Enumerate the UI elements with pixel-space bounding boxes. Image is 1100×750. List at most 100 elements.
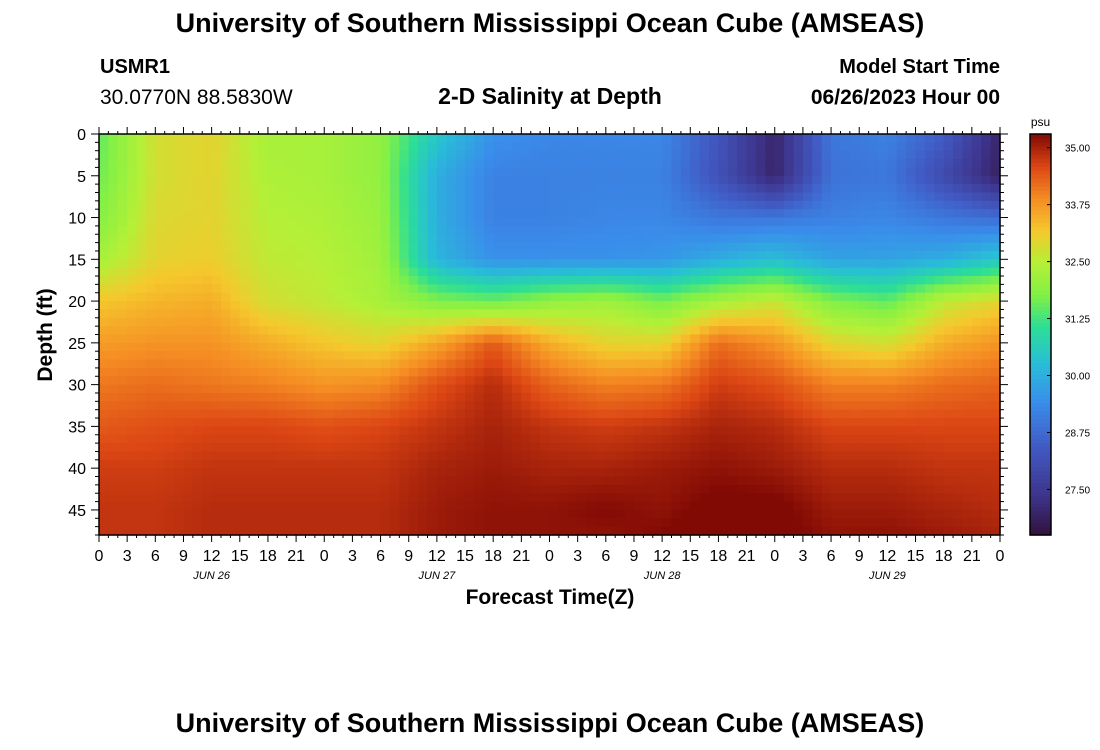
heatmap-cell [352, 476, 363, 486]
heatmap-cell [174, 401, 185, 411]
heatmap-cell [174, 225, 185, 235]
colorbar-segment [1030, 446, 1051, 452]
heatmap-cell [812, 509, 823, 519]
heatmap-cell [389, 142, 400, 152]
heatmap-cell [699, 142, 710, 152]
heatmap-cell [699, 376, 710, 386]
heatmap-cell [436, 234, 447, 244]
heatmap-cell [671, 342, 682, 352]
heatmap-cell [174, 276, 185, 285]
colorbar-segment [1030, 386, 1051, 392]
heatmap-cell [127, 184, 138, 194]
heatmap-cell [230, 167, 241, 177]
heatmap-cell [643, 426, 654, 436]
heatmap-cell [924, 234, 935, 244]
y-tick-label: 40 [68, 461, 86, 478]
heatmap-cell [99, 359, 109, 369]
heatmap-cell [962, 426, 973, 436]
heatmap-cell [136, 192, 147, 202]
heatmap-cell [662, 351, 673, 361]
heatmap-cell [399, 409, 410, 419]
heatmap-cell [615, 484, 626, 494]
heatmap-cell [145, 384, 156, 394]
heatmap-cell [737, 200, 748, 210]
heatmap-cell [202, 409, 213, 419]
heatmap-cell [587, 276, 598, 285]
heatmap-cell [755, 234, 766, 244]
heatmap-cell [521, 309, 532, 319]
heatmap-cell [465, 476, 476, 486]
heatmap-cell [117, 292, 128, 302]
heatmap-cell [605, 392, 616, 402]
heatmap-cell [324, 509, 335, 519]
heatmap-cell [174, 484, 185, 494]
heatmap-cell [389, 250, 400, 260]
heatmap-cell [511, 326, 522, 336]
heatmap-cell [333, 484, 344, 494]
heatmap-cell [352, 493, 363, 503]
heatmap-cell [418, 518, 429, 528]
heatmap-cell [249, 426, 260, 436]
heatmap-cell [840, 250, 851, 260]
heatmap-cell [906, 451, 917, 461]
heatmap-cell [990, 459, 1001, 469]
heatmap-cell [615, 150, 626, 160]
heatmap-cell [258, 401, 269, 411]
heatmap-cell [953, 418, 964, 427]
heatmap-cell [465, 250, 476, 260]
heatmap-cell [465, 426, 476, 436]
heatmap-cell [436, 217, 447, 227]
heatmap-cell [511, 468, 522, 478]
heatmap-cell [765, 434, 776, 444]
heatmap-cell [99, 167, 109, 177]
heatmap-cell [324, 351, 335, 361]
heatmap-cell [596, 359, 607, 369]
heatmap-cell [277, 225, 288, 235]
heatmap-cell [849, 200, 860, 210]
heatmap-cell [718, 276, 729, 285]
heatmap-cell [249, 184, 260, 194]
heatmap-cell [587, 317, 598, 327]
heatmap-cell [465, 451, 476, 461]
heatmap-cell [352, 250, 363, 260]
heatmap-cell [680, 326, 691, 336]
colorbar-segment [1030, 430, 1051, 436]
heatmap-cell [774, 493, 785, 503]
heatmap-cell [258, 267, 269, 277]
heatmap-cell [652, 301, 663, 311]
heatmap-cell [793, 192, 804, 202]
heatmap-cell [906, 184, 917, 194]
heatmap-cell [108, 326, 119, 336]
heatmap-cell [483, 384, 494, 394]
heatmap-cell [755, 200, 766, 210]
heatmap-cell [127, 284, 138, 294]
heatmap-cell [361, 459, 372, 469]
heatmap-cell [981, 159, 992, 169]
heatmap-cell [465, 384, 476, 394]
heatmap-cell [568, 526, 579, 536]
heatmap-cell [643, 493, 654, 503]
heatmap-cell [427, 451, 438, 461]
heatmap-cell [136, 184, 147, 194]
heatmap-cell [145, 167, 156, 177]
heatmap-cell [887, 459, 898, 469]
heatmap-cell [568, 409, 579, 419]
heatmap-cell [183, 376, 194, 386]
heatmap-cell [633, 401, 644, 411]
station-coordinates: 30.0770N 88.5830W [100, 86, 293, 109]
heatmap-cell [934, 392, 945, 402]
heatmap-cell [943, 367, 954, 377]
heatmap-cell [633, 134, 644, 143]
heatmap-cell [652, 217, 663, 227]
heatmap-cell [108, 334, 119, 344]
heatmap-cell [596, 209, 607, 219]
heatmap-cell [286, 326, 297, 336]
heatmap-cell [511, 267, 522, 277]
heatmap-cell [136, 284, 147, 294]
heatmap-cell [990, 301, 1001, 311]
heatmap-cell [174, 501, 185, 511]
heatmap-cell [962, 334, 973, 344]
heatmap-cell [690, 434, 701, 444]
heatmap-cell [887, 225, 898, 235]
heatmap-cell [511, 476, 522, 486]
